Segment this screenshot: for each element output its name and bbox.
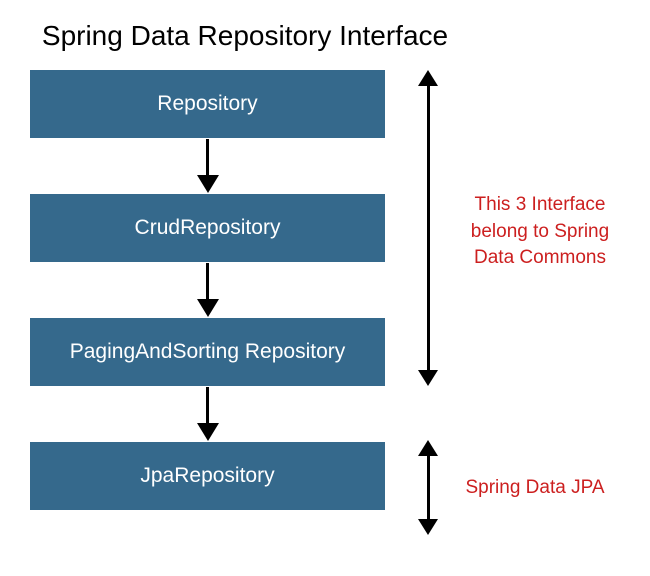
- box-jpa-repository: JpaRepository: [30, 442, 385, 510]
- box-paging-sorting-repository: PagingAndSorting Repository: [30, 318, 385, 386]
- arrow-down-icon: [418, 370, 438, 386]
- annotation-commons: This 3 Interface belong to Spring Data C…: [455, 192, 625, 272]
- bracket-commons: [418, 70, 438, 386]
- bracket-jpa: [418, 440, 438, 535]
- box-repository: Repository: [30, 70, 385, 138]
- annotation-jpa: Spring Data JPA: [455, 475, 615, 502]
- arrow-up-icon: [418, 70, 438, 86]
- arrow-down-icon: [30, 386, 385, 442]
- arrow-up-icon: [418, 440, 438, 456]
- hierarchy-column: Repository CrudRepository PagingAndSorti…: [30, 70, 385, 510]
- arrow-down-icon: [30, 262, 385, 318]
- arrow-down-icon: [30, 138, 385, 194]
- arrow-down-icon: [418, 519, 438, 535]
- box-crud-repository: CrudRepository: [30, 194, 385, 262]
- diagram-title: Spring Data Repository Interface: [30, 0, 460, 52]
